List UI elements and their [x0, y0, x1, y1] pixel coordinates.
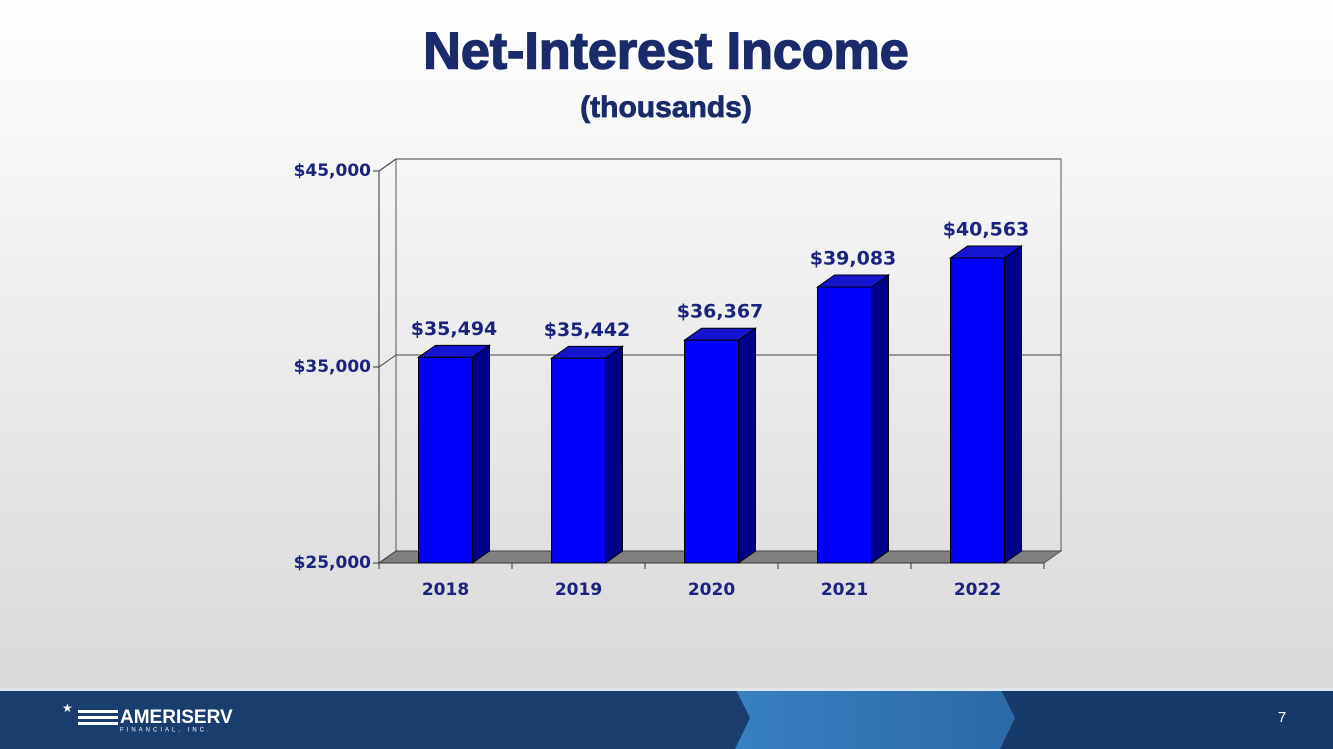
y-tick-label: $25,000	[294, 553, 372, 573]
bar-side	[738, 327, 756, 564]
bar-front	[551, 357, 606, 564]
bar	[416, 344, 492, 564]
bar-front	[684, 339, 739, 564]
bar-front	[418, 356, 473, 564]
value-label: $40,563	[943, 218, 1030, 240]
value-label: $39,083	[810, 247, 897, 269]
chart-title: Net-Interest Income	[423, 23, 908, 81]
bar	[682, 327, 758, 564]
footer-rule	[0, 688, 1333, 691]
grid-line	[378, 158, 1061, 172]
value-label: $36,367	[677, 301, 764, 323]
page-number: 7	[1278, 709, 1286, 726]
y-tick-label: $45,000	[294, 161, 372, 181]
footer-chevron	[1000, 688, 1333, 749]
logo-text: AMERISERV	[120, 707, 233, 728]
logo: ★ AMERISERV FINANCIAL, INC.	[62, 701, 233, 733]
x-tick-label: 2022	[954, 580, 1001, 600]
footer-chevron	[0, 688, 750, 749]
bar-side	[605, 345, 623, 564]
x-tick-label: 2021	[821, 580, 868, 600]
bar-front	[950, 257, 1005, 564]
x-tick-label: 2020	[688, 580, 735, 600]
bar-side	[472, 344, 490, 564]
bar	[549, 345, 625, 564]
x-tick-label: 2019	[555, 580, 602, 600]
svg-text:★: ★	[62, 701, 73, 715]
y-tick-label: $35,000	[294, 357, 372, 377]
logo-subtext: FINANCIAL, INC.	[120, 728, 212, 734]
bar	[948, 245, 1024, 564]
value-label: $35,494	[411, 318, 498, 340]
bar-front	[817, 286, 872, 564]
chart: $25,000 $35,000 $45,000 2018 $35,494 2019 $35,…	[294, 158, 1063, 600]
background	[0, 0, 1333, 688]
x-tick-label: 2018	[422, 580, 469, 600]
bar-side	[871, 274, 889, 564]
value-label: $35,442	[544, 319, 631, 341]
chart-subtitle: (thousands)	[580, 91, 752, 124]
bar-side	[1004, 245, 1022, 564]
bar	[815, 274, 891, 564]
